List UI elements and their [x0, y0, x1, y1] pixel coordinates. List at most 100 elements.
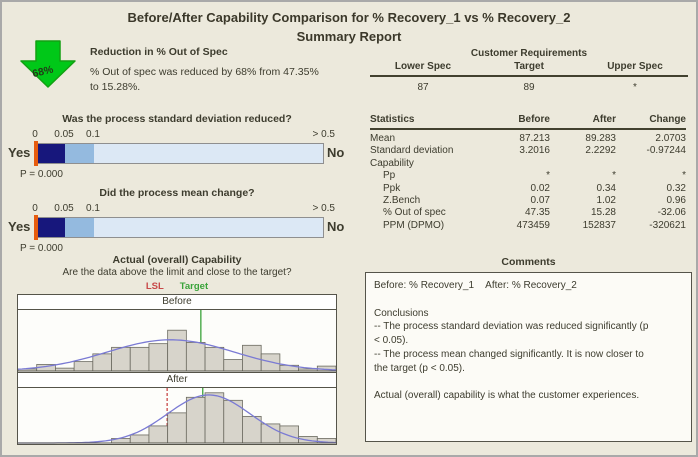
customer-requirements-title: Customer Requirements [470, 48, 588, 59]
stat-before-value: * [546, 170, 550, 182]
statistics-table: Statistics Before After Change Mean 87.2… [370, 114, 686, 232]
before-histogram [18, 310, 336, 372]
tick-0: 0 [32, 129, 38, 140]
stat-change-value: -32.06 [657, 207, 686, 219]
stat-label: Mean [370, 133, 396, 144]
stat-after-value: 89.283 [585, 133, 616, 144]
tick-gt05: > 0.5 [312, 203, 335, 214]
capability-histograms-panel: Before After [17, 294, 337, 445]
p-value-marker [34, 141, 38, 166]
tick-0: 0 [32, 203, 38, 214]
statistics-row: Pp * * * [370, 170, 686, 182]
col-after: After [592, 114, 616, 125]
gauge-segment-notsignificant [94, 218, 323, 237]
stat-label: Standard deviation [370, 145, 454, 157]
gauge-segment-marginal [65, 144, 94, 163]
statistics-header: Statistics Before After Change [370, 114, 686, 130]
col-upper-spec: Upper Spec [607, 61, 663, 72]
stat-after-value: * [612, 170, 616, 182]
page-title-line2: Summary Report [296, 28, 402, 44]
stat-after-value: 1.02 [596, 195, 616, 207]
gauge-stddev-question: Was the process standard deviation reduc… [62, 113, 292, 125]
p-value-marker [34, 215, 38, 240]
stat-label: Ppk [383, 182, 401, 194]
col-target: Target [514, 61, 544, 72]
after-histogram [18, 388, 336, 444]
stat-label: % Out of spec [383, 207, 446, 219]
stat-change-value: -320621 [649, 219, 686, 231]
gauge-segment-significant [36, 144, 65, 163]
stat-label: Pp [383, 170, 396, 182]
stat-change-value: 0.96 [666, 195, 686, 207]
statistics-row: Standard deviation 3.2016 2.2292 -0.9724… [370, 145, 686, 157]
customer-requirements-values: 87 89 * [370, 77, 688, 93]
stat-change-value: -0.97244 [646, 145, 686, 157]
tick-01: 0.1 [86, 203, 100, 214]
p-value-text: P = 0.000 [20, 243, 63, 254]
stat-before-value [488, 158, 550, 170]
target-legend-label: Target [179, 281, 209, 292]
stat-after-value: 152837 [582, 219, 616, 231]
reduction-percent-label: 68% [31, 63, 55, 80]
tick-005: 0.05 [54, 203, 74, 214]
lsl-legend-label: LSL [145, 281, 164, 292]
gauge-mean-scale: 0 0.05 0.1 > 0.5 [32, 203, 335, 215]
after-panel-title: After [18, 372, 336, 388]
col-lower-spec: Lower Spec [394, 61, 452, 72]
gauge-stddev-scale: 0 0.05 0.1 > 0.5 [32, 129, 335, 141]
customer-requirements-table: Customer Requirements Lower Spec Target … [370, 48, 688, 93]
reduction-down-arrow-icon: 68% [20, 40, 76, 88]
capability-subtitle: Are the data above the limit and close t… [62, 267, 292, 278]
gauge-segment-notsignificant [94, 144, 323, 163]
statistics-row: Ppk 0.02 0.34 0.32 [370, 183, 686, 195]
col-before: Before [518, 114, 550, 125]
statistics-row: Mean 87.213 89.283 2.0703 [370, 133, 686, 145]
p-value-gauge-bar [34, 215, 324, 240]
before-panel-title: Before [18, 295, 336, 310]
stat-after-value [550, 158, 616, 170]
stat-change-value: * [682, 170, 686, 182]
histogram-legend: LSL Target [17, 281, 337, 292]
tick-gt05: > 0.5 [312, 129, 335, 140]
col-change: Change [649, 114, 686, 125]
gauge-segment-marginal [65, 218, 94, 237]
page-title-line1: Before/After Capability Comparison for %… [127, 10, 571, 25]
reduction-body-text: % Out of spec was reduced by 68% from 47… [90, 66, 319, 93]
stat-before-value: 0.07 [530, 195, 550, 207]
stat-before-value: 3.2016 [519, 145, 550, 157]
gauge-no-label: No [327, 145, 345, 160]
statistics-row: % Out of spec 47.35 15.28 -32.06 [370, 207, 686, 219]
stat-change-value: 0.32 [666, 182, 686, 194]
statistics-row: Z.Bench 0.07 1.02 0.96 [370, 195, 686, 207]
gauge-mean-question: Did the process mean change? [99, 187, 255, 199]
lower-spec-value: 87 [417, 82, 429, 93]
statistics-rows: Mean 87.213 89.283 2.0703 Standard devia… [370, 133, 686, 232]
stat-before-value: 473459 [516, 219, 550, 231]
gauge-yes-label: Yes [8, 145, 31, 160]
stat-after-value: 0.34 [596, 182, 616, 194]
stat-before-value: 0.02 [530, 182, 550, 194]
stat-change-value: 2.0703 [655, 133, 686, 144]
p-value-text: P = 0.000 [20, 169, 63, 180]
stat-change-value [616, 158, 686, 170]
stat-label: Capability [370, 157, 414, 169]
gauge-mean: Did the process mean change? 0 0.05 0.1 … [2, 187, 352, 254]
stat-after-value: 15.28 [590, 207, 616, 219]
gauge-yes-label: Yes [8, 219, 31, 234]
stat-label: Z.Bench [383, 195, 421, 207]
target-value: 89 [523, 82, 535, 93]
stat-after-value: 2.2292 [585, 145, 616, 157]
p-value-gauge-bar [34, 141, 324, 166]
gauge-segment-significant [36, 218, 65, 237]
page-title: Before/After Capability Comparison for %… [2, 9, 696, 47]
tick-01: 0.1 [86, 129, 100, 140]
reduction-heading: Reduction in % Out of Spec [90, 46, 228, 58]
upper-spec-value: * [633, 82, 637, 93]
col-statistics: Statistics [370, 114, 415, 125]
comments-box: Before: % Recovery_1 After: % Recovery_2… [365, 272, 692, 442]
comments-title: Comments [501, 256, 556, 268]
statistics-row: Capability [370, 158, 686, 170]
gauge-no-label: No [327, 219, 345, 234]
capability-title: Actual (overall) Capability [112, 254, 242, 266]
statistics-row: PPM (DPMO) 473459 152837 -320621 [370, 220, 686, 232]
